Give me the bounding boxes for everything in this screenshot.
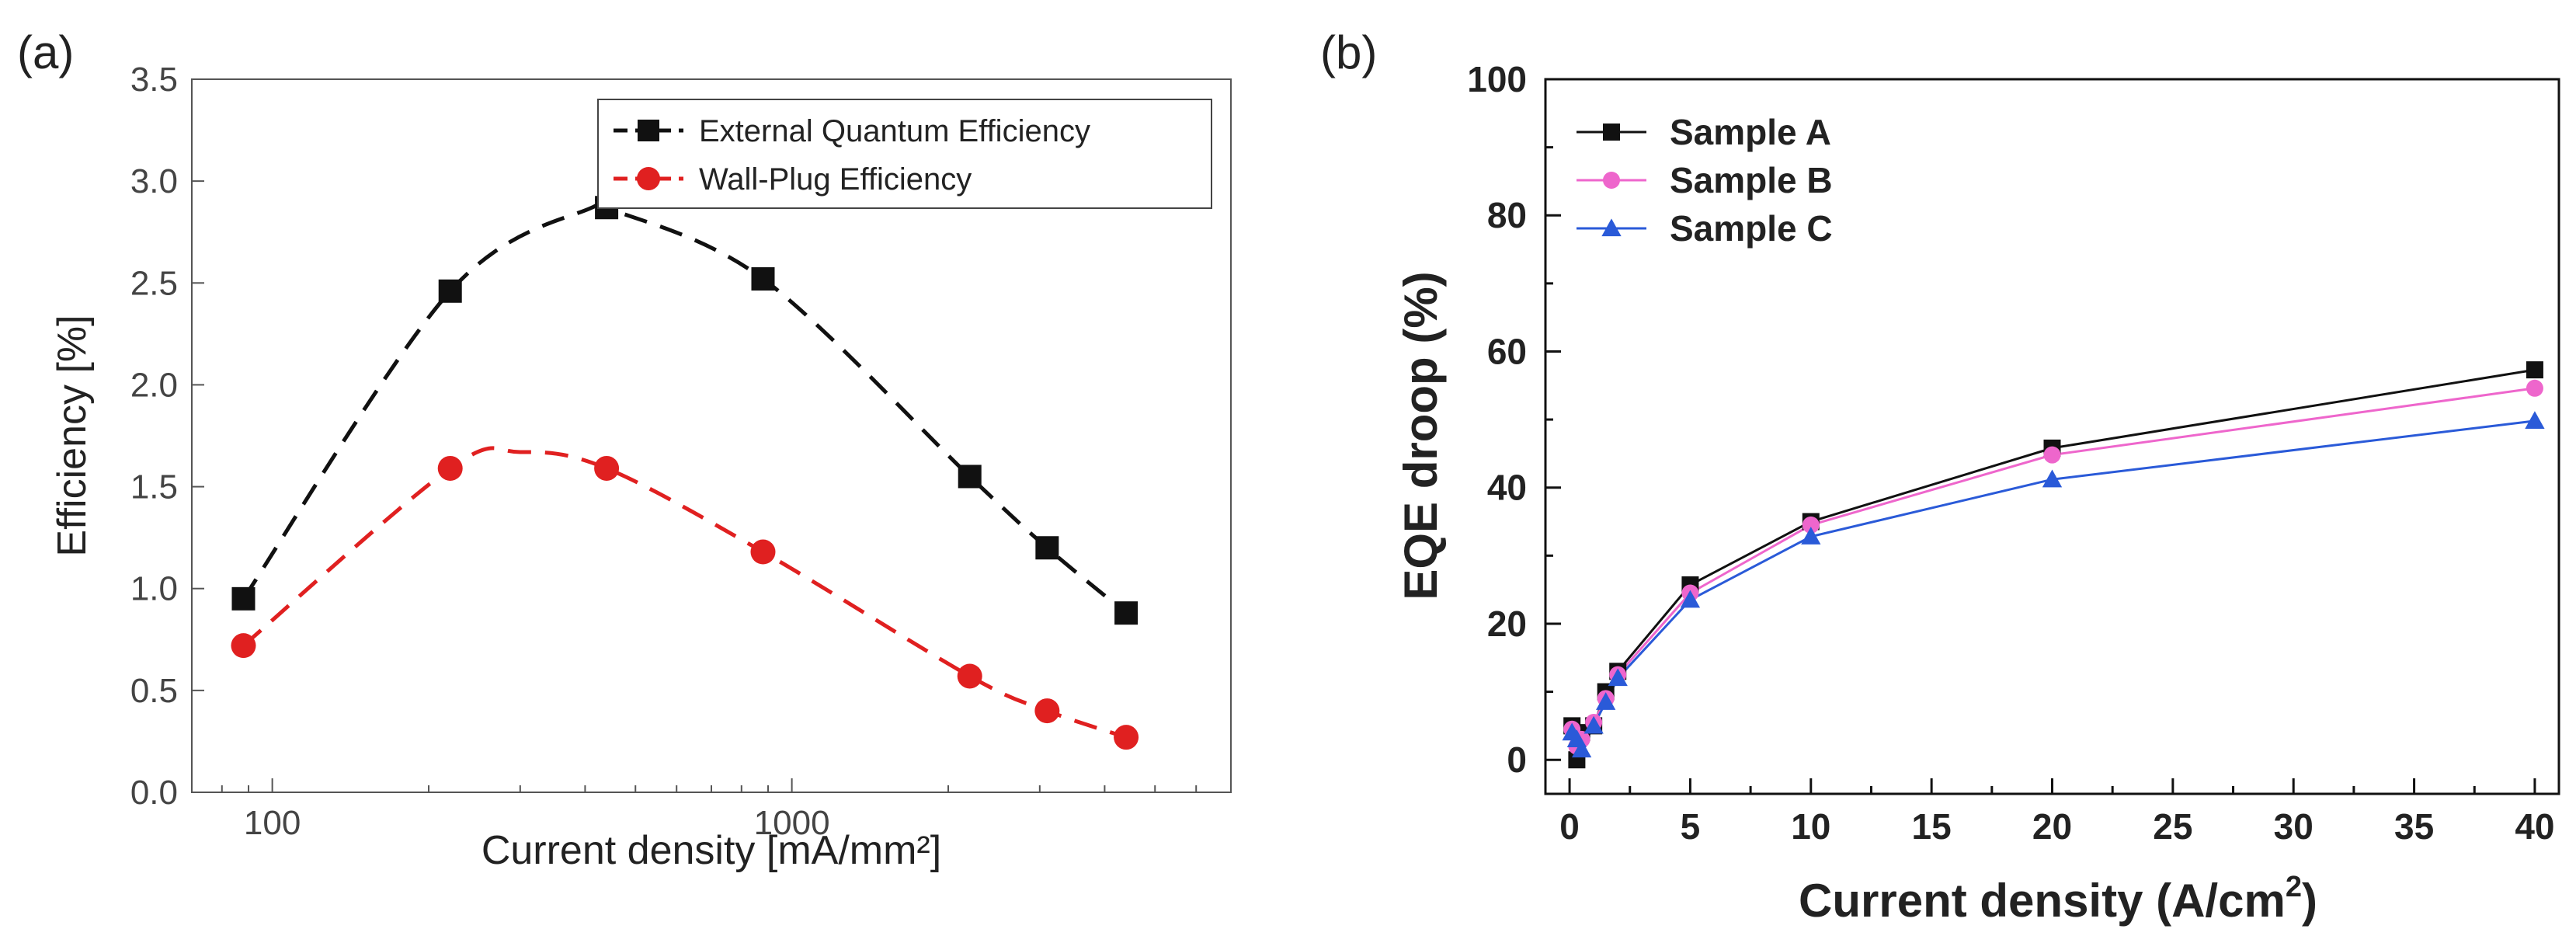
panel-a-fit-curve-1 [242, 194, 1128, 615]
panel-a-y-tick-label: 3.0 [130, 162, 178, 200]
panel-a-y-tick-label: 1.5 [130, 468, 178, 506]
panel-a-y-tick-label: 3.5 [130, 61, 178, 99]
panel-a-data-point [1114, 601, 1139, 625]
panel-b-data-point [1596, 692, 1616, 710]
panel-b-y-tick-label: 100 [1467, 59, 1527, 99]
panel-b-data-point [1802, 516, 1820, 534]
panel-b-data-point [1608, 668, 1628, 687]
panel-b-x-tick-label: 15 [1912, 806, 1952, 847]
panel-b-data-point [1583, 715, 1604, 734]
panel-b-x-tick-label: 40 [2515, 806, 2554, 847]
panel-b-data-point [2043, 446, 2061, 464]
panel-a-legend-marker [637, 167, 660, 190]
panel-a-x-tick-label: 100 [244, 804, 301, 842]
panel-a-data-point [231, 586, 256, 611]
panel-b-data-point [1801, 527, 1821, 545]
panel-b-x-tick-label: 20 [2032, 806, 2072, 847]
panel-a-x-axis-label: Current density [mA/mm²] [481, 828, 941, 873]
panel-a-data-point [958, 465, 982, 489]
panel-a-y-tick-label: 2.5 [130, 264, 178, 302]
panel-b-x-tick-label: 30 [2274, 806, 2314, 847]
panel-b-series-line-1 [1570, 368, 2536, 760]
panel-a-legend-label: External Quantum Efficiency [699, 114, 1090, 148]
panel-b-legend-label: Sample B [1670, 160, 1833, 200]
panel-a-data-point [1114, 725, 1139, 750]
panel-b-series-line-3 [1570, 419, 2536, 753]
panel-a-y-tick-label: 0.0 [130, 774, 178, 812]
panel-b-data-point [1571, 739, 1592, 758]
panel-b-x-tick-label: 0 [1559, 806, 1580, 847]
panel-b-x-tick-label: 10 [1791, 806, 1830, 847]
panel-a-y-tick-label: 0.5 [130, 672, 178, 710]
panel-a-data-point [1035, 536, 1059, 560]
panel-b-legend-label: Sample A [1670, 112, 1831, 152]
panel-b-y-tick-label: 40 [1487, 468, 1527, 508]
panel-a-data-point [594, 455, 620, 481]
panel-b-y-axis-label: EQE droop (%) [1395, 271, 1447, 600]
panel-a-data-point [438, 279, 462, 303]
panel-a-legend-marker [638, 120, 659, 141]
panel-b-y-tick-label: 80 [1487, 195, 1527, 235]
panel-a-data-point [751, 267, 775, 291]
panel-a-y-tick-label: 1.0 [130, 570, 178, 608]
panel-b-legend-marker [1601, 218, 1622, 237]
panel-a-y-tick-label: 2.0 [130, 366, 178, 404]
panel-b-data-point [2526, 361, 2543, 379]
panel-b-y-tick-label: 0 [1507, 739, 1527, 780]
panel-b-legend: Sample A Sample B Sample C [1577, 112, 1833, 249]
panel-b-legend-label: Sample C [1670, 208, 1833, 249]
panel-a-legend: External Quantum Efficiency Wall-Plug Eff… [597, 99, 1212, 209]
panel-b-x-tick-label: 5 [1681, 806, 1701, 847]
panel-b-eqe-droop-chart: (b) 0 20 40 60 80 100 0 5 10 15 20 25 30 35 40 Sample … [1320, 26, 2560, 927]
panel-b-x-axis-label: Current density (A/cm2) [1799, 871, 2317, 927]
panel-b-legend-marker [1603, 124, 1620, 141]
panel-b-y-tick-label: 20 [1487, 604, 1527, 644]
panel-b-data-point [1680, 590, 1701, 608]
panel-a-efficiency-chart: (a) 0.0 0.5 1.0 1.5 2.0 2.5 3.0 3.5 100 1000 Exte… [17, 26, 1232, 873]
panel-a-data-point [957, 663, 982, 689]
panel-a-data-point [437, 455, 463, 481]
panel-a-data-point [231, 633, 256, 659]
panel-b-x-tick-label: 35 [2394, 806, 2434, 847]
panel-a-legend-label: Wall-Plug Efficiency [699, 162, 972, 197]
panel-b-legend-marker [1603, 172, 1620, 189]
panel-a-y-axis-label: Efficiency [%] [50, 315, 95, 556]
panel-b-data-point [2042, 469, 2063, 488]
panel-a-data-point [750, 539, 776, 565]
panel-b-x-tick-label: 25 [2153, 806, 2192, 847]
panel-a-x-tick-label: 1000 [754, 804, 830, 842]
panel-a-fit-curve-2 [242, 446, 1127, 739]
panel-b-data-point [2526, 379, 2543, 397]
panel-b-data-point [2525, 411, 2545, 429]
panel-label-b: (b) [1320, 26, 1377, 78]
panel-a-data-point [1034, 698, 1060, 724]
panel-b-y-tick-label: 60 [1487, 331, 1527, 371]
panel-label-a: (a) [17, 26, 74, 78]
